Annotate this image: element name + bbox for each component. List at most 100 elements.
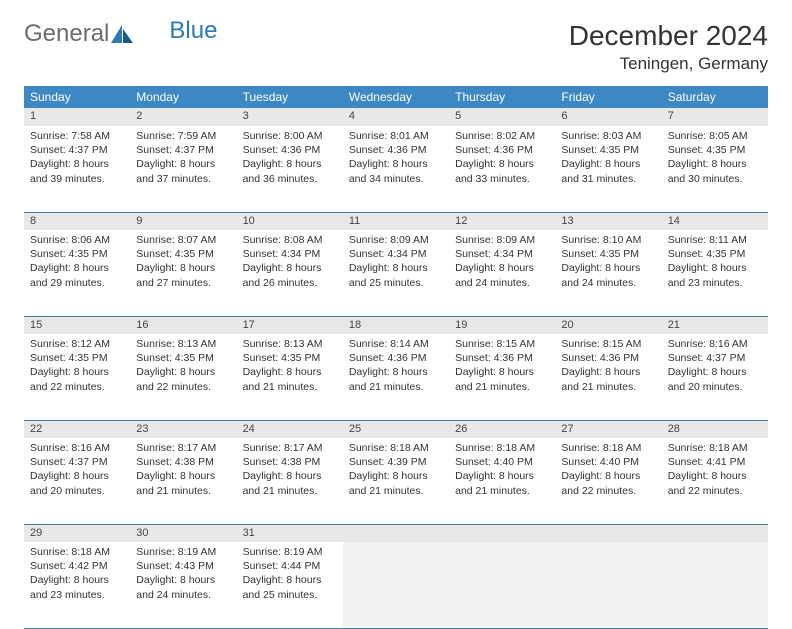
day-number-cell: 30 [130, 524, 236, 542]
sunrise-text: Sunrise: 7:59 AM [136, 129, 230, 143]
calendar-body: 1234567Sunrise: 7:58 AMSunset: 4:37 PMDa… [24, 108, 768, 628]
sunset-text: Sunset: 4:34 PM [243, 247, 337, 261]
daylight-text: Daylight: 8 hours [668, 365, 762, 379]
daylight-text: Daylight: 8 hours [455, 365, 549, 379]
sunrise-text: Sunrise: 8:16 AM [30, 441, 124, 455]
day-content-cell: Sunrise: 8:02 AMSunset: 4:36 PMDaylight:… [449, 126, 555, 212]
sunrise-text: Sunrise: 8:18 AM [668, 441, 762, 455]
sunrise-text: Sunrise: 8:13 AM [136, 337, 230, 351]
day-content-cell: Sunrise: 8:14 AMSunset: 4:36 PMDaylight:… [343, 334, 449, 420]
sunrise-text: Sunrise: 8:02 AM [455, 129, 549, 143]
sunrise-text: Sunrise: 8:06 AM [30, 233, 124, 247]
logo-sail-icon [111, 25, 133, 43]
sunrise-text: Sunrise: 8:19 AM [243, 545, 337, 559]
day-content-cell: Sunrise: 8:18 AMSunset: 4:41 PMDaylight:… [662, 438, 768, 524]
day-content-cell: Sunrise: 8:17 AMSunset: 4:38 PMDaylight:… [237, 438, 343, 524]
day-number-cell: 20 [555, 316, 661, 334]
daylight-text: Daylight: 8 hours [561, 261, 655, 275]
sunrise-text: Sunrise: 8:17 AM [243, 441, 337, 455]
title-block: December 2024 Teningen, Germany [569, 20, 768, 74]
daylight-text: and 30 minutes. [668, 172, 762, 186]
daylight-text: Daylight: 8 hours [243, 469, 337, 483]
sunset-text: Sunset: 4:40 PM [561, 455, 655, 469]
day-number-cell: 17 [237, 316, 343, 334]
daylight-text: Daylight: 8 hours [561, 469, 655, 483]
sunset-text: Sunset: 4:36 PM [349, 351, 443, 365]
daylight-text: and 34 minutes. [349, 172, 443, 186]
day-content-cell: Sunrise: 8:18 AMSunset: 4:40 PMDaylight:… [555, 438, 661, 524]
daylight-text: Daylight: 8 hours [668, 469, 762, 483]
daylight-text: and 20 minutes. [668, 380, 762, 394]
content-row: Sunrise: 8:06 AM Sunset: 4:35 PM Daylight:… [24, 230, 768, 316]
daylight-text: and 25 minutes. [243, 588, 337, 602]
daylight-text: Daylight: 8 hours [243, 261, 337, 275]
daylight-text: and 24 minutes. [561, 276, 655, 290]
sunset-text: Sunset: 4:40 PM [455, 455, 549, 469]
sunset-text: Sunset: 4:35 PM [243, 351, 337, 365]
daylight-text: Daylight: 8 hours [349, 261, 443, 275]
day-number-cell [449, 524, 555, 542]
day-number-cell: 4 [343, 108, 449, 126]
day-number-cell: 10 [237, 212, 343, 230]
day-content-cell: Sunrise: 8:00 AMSunset: 4:36 PMDaylight:… [237, 126, 343, 212]
day-content-cell: Sunrise: 8:15 AMSunset: 4:36 PMDaylight:… [449, 334, 555, 420]
sunset-text: Sunset: 4:36 PM [561, 351, 655, 365]
sunset-text: Sunset: 4:36 PM [455, 351, 549, 365]
day-content-cell: Sunrise: 8:10 AMSunset: 4:35 PMDaylight:… [555, 230, 661, 316]
sunrise-text: Sunrise: 8:17 AM [136, 441, 230, 455]
location: Teningen, Germany [569, 54, 768, 74]
day-content-cell: Sunrise: 8:09 AMSunset: 4:34 PMDaylight:… [449, 230, 555, 316]
sunrise-text: Sunrise: 8:18 AM [30, 545, 124, 559]
daynum-row: 1234567 [24, 108, 768, 126]
day-content-cell: Sunrise: 8:13 AMSunset: 4:35 PMDaylight:… [237, 334, 343, 420]
day-number-cell: 1 [24, 108, 130, 126]
daylight-text: Daylight: 8 hours [30, 469, 124, 483]
day-number-cell: 24 [237, 420, 343, 438]
day-number-cell: 7 [662, 108, 768, 126]
daylight-text: Daylight: 8 hours [30, 573, 124, 587]
weekday-header: Tuesday [237, 86, 343, 108]
day-content-cell: Sunrise: 8:17 AMSunset: 4:38 PMDaylight:… [130, 438, 236, 524]
day-content-cell: Sunrise: 8:01 AMSunset: 4:36 PMDaylight:… [343, 126, 449, 212]
daylight-text: and 21 minutes. [349, 484, 443, 498]
daylight-text: and 24 minutes. [136, 588, 230, 602]
daylight-text: and 22 minutes. [668, 484, 762, 498]
daylight-text: Daylight: 8 hours [455, 261, 549, 275]
day-content-cell [555, 542, 661, 628]
sunset-text: Sunset: 4:35 PM [668, 247, 762, 261]
daylight-text: Daylight: 8 hours [136, 157, 230, 171]
daylight-text: Daylight: 8 hours [30, 365, 124, 379]
daylight-text: and 37 minutes. [136, 172, 230, 186]
daylight-text: Daylight: 8 hours [455, 157, 549, 171]
daylight-text: and 21 minutes. [243, 380, 337, 394]
weekday-header: Thursday [449, 86, 555, 108]
daylight-text: and 24 minutes. [455, 276, 549, 290]
daylight-text: Daylight: 8 hours [136, 469, 230, 483]
day-content-cell: Sunrise: 8:12 AMSunset: 4:35 PMDaylight:… [24, 334, 130, 420]
day-content-cell: Sunrise: 7:59 AMSunset: 4:37 PMDaylight:… [130, 126, 236, 212]
sunset-text: Sunset: 4:34 PM [349, 247, 443, 261]
sunset-text: Sunset: 4:36 PM [243, 143, 337, 157]
sunrise-text: Sunrise: 8:03 AM [561, 129, 655, 143]
day-content-cell: Sunrise: 8:03 AMSunset: 4:35 PMDaylight:… [555, 126, 661, 212]
sunset-text: Sunset: 4:39 PM [349, 455, 443, 469]
daynum-row: 293031 [24, 524, 768, 542]
sunrise-text: Sunrise: 8:18 AM [455, 441, 549, 455]
daylight-text: Daylight: 8 hours [349, 157, 443, 171]
daylight-text: Daylight: 8 hours [136, 573, 230, 587]
day-content-cell: Sunrise: 8:16 AMSunset: 4:37 PMDaylight:… [662, 334, 768, 420]
daylight-text: and 22 minutes. [561, 484, 655, 498]
daylight-text: and 22 minutes. [136, 380, 230, 394]
sunset-text: Sunset: 4:41 PM [668, 455, 762, 469]
sunrise-text: Sunrise: 8:05 AM [668, 129, 762, 143]
calendar-table: Sunday Monday Tuesday Wednesday Thursday… [24, 86, 768, 629]
day-content-cell: Sunrise: 8:08 AMSunset: 4:34 PMDaylight:… [237, 230, 343, 316]
daylight-text: Daylight: 8 hours [561, 157, 655, 171]
month-title: December 2024 [569, 20, 768, 52]
daynum-row: 22232425262728 [24, 420, 768, 438]
content-row: Sunrise: 8:16 AMSunset: 4:37 PMDaylight:… [24, 438, 768, 524]
sunset-text: Sunset: 4:37 PM [30, 455, 124, 469]
day-content-cell [662, 542, 768, 628]
day-content-cell: Sunrise: 8:16 AMSunset: 4:37 PMDaylight:… [24, 438, 130, 524]
sunset-text: Sunset: 4:35 PM [136, 247, 230, 261]
